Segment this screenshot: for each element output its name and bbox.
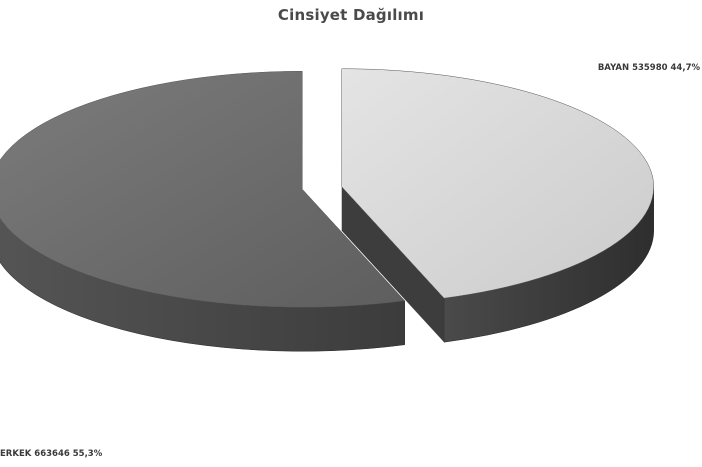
pie-slice-bayan[interactable] — [341, 68, 654, 299]
pie-slice-erkek[interactable] — [0, 71, 406, 308]
data-label-bayan: BAYAN 535980 44,7% — [598, 63, 701, 73]
pie-slice-wall-bayan-2 — [341, 186, 445, 343]
data-label-erkek: ERKEK 663646 55,3% — [0, 449, 103, 459]
chart-title: Cinsiyet Dağılımı — [277, 6, 425, 24]
